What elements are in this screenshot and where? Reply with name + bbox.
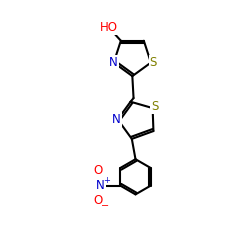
Text: +: + xyxy=(104,176,110,185)
Text: S: S xyxy=(152,100,159,113)
Text: O: O xyxy=(94,164,103,177)
Text: S: S xyxy=(150,56,157,69)
Text: N: N xyxy=(109,56,118,69)
Text: N: N xyxy=(112,113,121,126)
Text: −: − xyxy=(101,201,109,211)
Text: O: O xyxy=(94,194,103,207)
Text: HO: HO xyxy=(100,21,117,34)
Text: N: N xyxy=(96,179,104,192)
